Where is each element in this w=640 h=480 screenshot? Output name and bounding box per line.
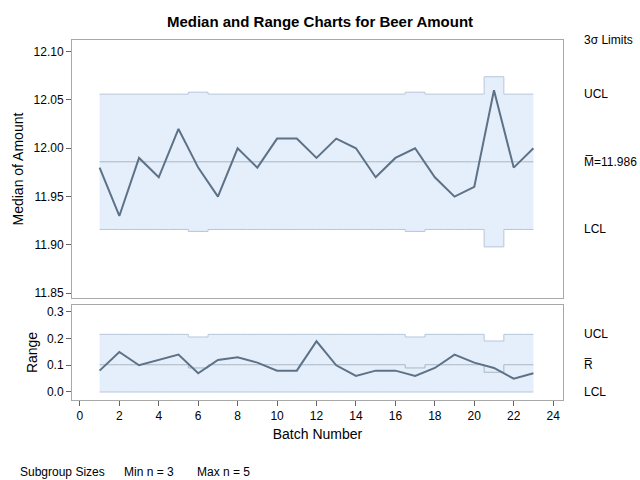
svg-text:0: 0: [77, 409, 84, 423]
svg-text:6: 6: [195, 409, 202, 423]
svg-text:0.0: 0.0: [47, 385, 64, 399]
svg-text:12.05: 12.05: [34, 93, 64, 107]
svg-text:UCL: UCL: [584, 327, 608, 341]
svg-text:11.95: 11.95: [34, 190, 63, 204]
svg-text:16: 16: [389, 409, 403, 423]
svg-text:12.10: 12.10: [34, 45, 64, 59]
svg-text:8: 8: [234, 409, 241, 423]
svg-text:Max n = 5: Max n = 5: [197, 465, 250, 479]
svg-text:2: 2: [116, 409, 123, 423]
svg-text:11.90: 11.90: [34, 238, 63, 252]
svg-text:Median and Range Charts for Be: Median and Range Charts for Beer Amount: [167, 13, 473, 30]
svg-text:0.1: 0.1: [47, 358, 64, 372]
svg-text:Min n = 3: Min n = 3: [124, 465, 174, 479]
svg-text:12: 12: [310, 409, 324, 423]
svg-text:R̅: R̅: [584, 358, 593, 372]
svg-text:Batch Number: Batch Number: [273, 426, 363, 442]
svg-text:18: 18: [428, 409, 442, 423]
svg-text:Median of Amount: Median of Amount: [10, 113, 26, 226]
svg-text:Range: Range: [24, 332, 40, 373]
svg-text:22: 22: [507, 409, 521, 423]
svg-text:10: 10: [270, 409, 284, 423]
svg-text:M̅=11.986: M̅=11.986: [584, 155, 637, 169]
svg-text:LCL: LCL: [584, 385, 606, 399]
svg-text:4: 4: [155, 409, 162, 423]
svg-text:14: 14: [349, 409, 363, 423]
svg-text:0.2: 0.2: [47, 332, 64, 346]
svg-text:LCL: LCL: [584, 222, 606, 236]
svg-text:20: 20: [468, 409, 482, 423]
svg-text:11.85: 11.85: [34, 286, 63, 300]
svg-text:3σ Limits: 3σ Limits: [584, 33, 633, 47]
svg-text:12.00: 12.00: [34, 141, 64, 155]
svg-text:0.3: 0.3: [47, 305, 64, 319]
svg-text:24: 24: [546, 409, 560, 423]
svg-text:Subgroup Sizes: Subgroup Sizes: [20, 465, 105, 479]
svg-text:UCL: UCL: [584, 87, 608, 101]
